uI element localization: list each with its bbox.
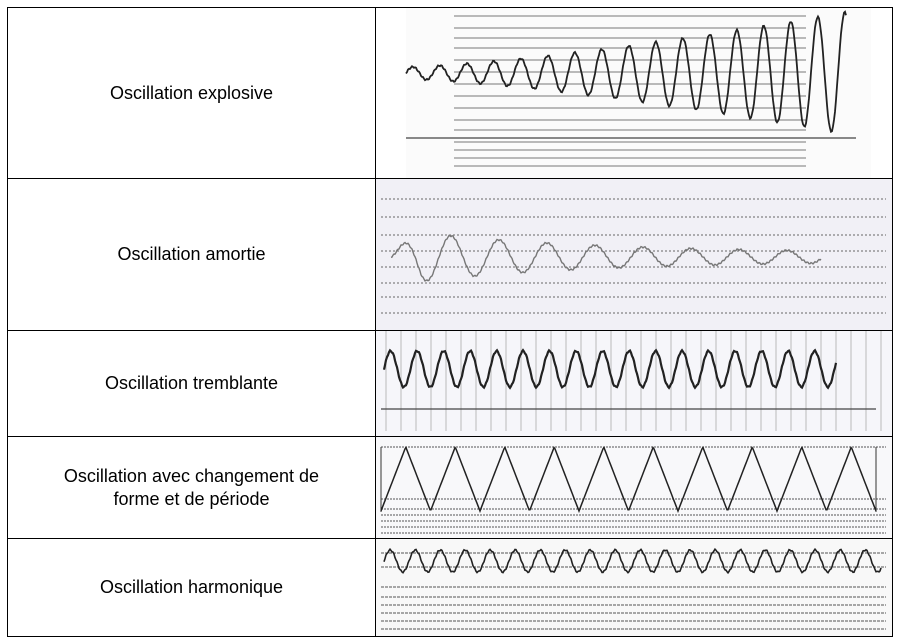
trace-damped xyxy=(376,179,892,330)
table-row: Oscillation amortie xyxy=(8,179,893,331)
trace-triangle xyxy=(376,437,892,538)
trace-explosive xyxy=(376,8,892,178)
table-row: Oscillation tremblante xyxy=(8,331,893,437)
row-label-cell: Oscillation amortie xyxy=(8,179,376,331)
row-label-cell: Oscillation tremblante xyxy=(8,331,376,437)
row-label-cell: Oscillation harmonique xyxy=(8,539,376,637)
table-row: Oscillation explosive xyxy=(8,8,893,179)
row-label-cell: Oscillation avec changement de forme et … xyxy=(8,437,376,539)
trace-trembling xyxy=(376,331,892,436)
paper xyxy=(376,179,892,330)
row-label: Oscillation harmonique xyxy=(100,576,283,599)
row-label: Oscillation explosive xyxy=(110,82,273,105)
row-label: Oscillation avec changement de forme et … xyxy=(42,465,342,511)
table-row: Oscillation harmonique xyxy=(8,539,893,637)
row-label: Oscillation tremblante xyxy=(105,372,278,395)
image-cell xyxy=(376,437,893,539)
page: {"table": {"rows": [ ["Oscillation explo… xyxy=(0,0,901,643)
oscillation-table: Oscillation explosive Oscillation amorti… xyxy=(7,7,893,637)
image-cell xyxy=(376,331,893,437)
row-label: Oscillation amortie xyxy=(117,243,265,266)
table-row: Oscillation avec changement de forme et … xyxy=(8,437,893,539)
row-label-cell: Oscillation explosive xyxy=(8,8,376,179)
image-cell xyxy=(376,539,893,637)
image-cell xyxy=(376,8,893,179)
image-cell xyxy=(376,179,893,331)
trace-harmonic xyxy=(376,539,892,636)
